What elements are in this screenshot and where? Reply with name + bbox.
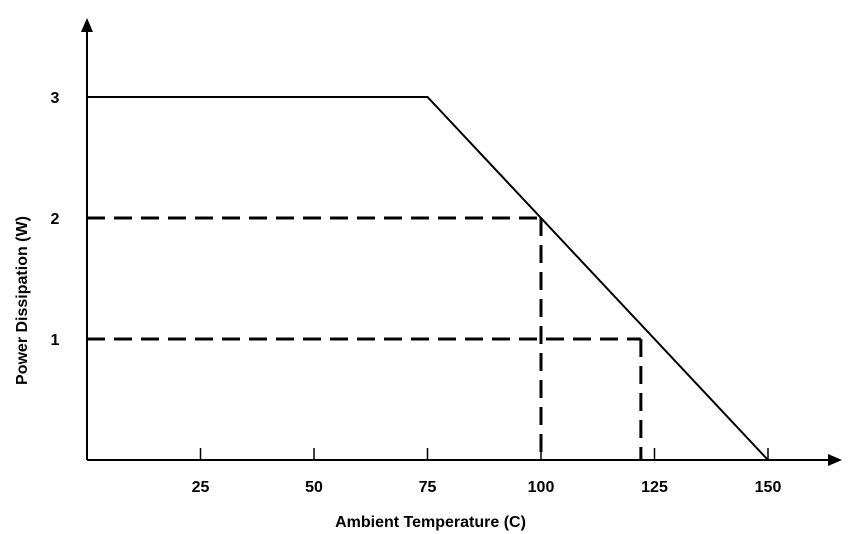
- reference-lines: [87, 216, 643, 460]
- y-axis-arrowhead: [81, 18, 93, 32]
- axes: [81, 18, 842, 466]
- x-tick-label: 50: [305, 479, 323, 496]
- y-tick-label: 2: [51, 211, 60, 228]
- derating-curve: [87, 96, 769, 461]
- y-tick-label: 3: [51, 90, 60, 107]
- ticks: 25 50 75 100 125 150 1 2 3: [51, 90, 782, 496]
- y-axis-title: Power Dissipation (W): [14, 216, 31, 385]
- x-tick-label: 100: [528, 479, 555, 496]
- y-tick-label: 1: [51, 332, 60, 349]
- x-tick-label: 150: [755, 479, 782, 496]
- series-layer: [87, 96, 769, 461]
- x-tick-label: 125: [641, 479, 668, 496]
- x-axis-arrowhead: [828, 454, 842, 466]
- x-tick-label: 75: [419, 479, 437, 496]
- x-tick-label: 25: [192, 479, 210, 496]
- x-axis-title: Ambient Temperature (C): [335, 514, 526, 531]
